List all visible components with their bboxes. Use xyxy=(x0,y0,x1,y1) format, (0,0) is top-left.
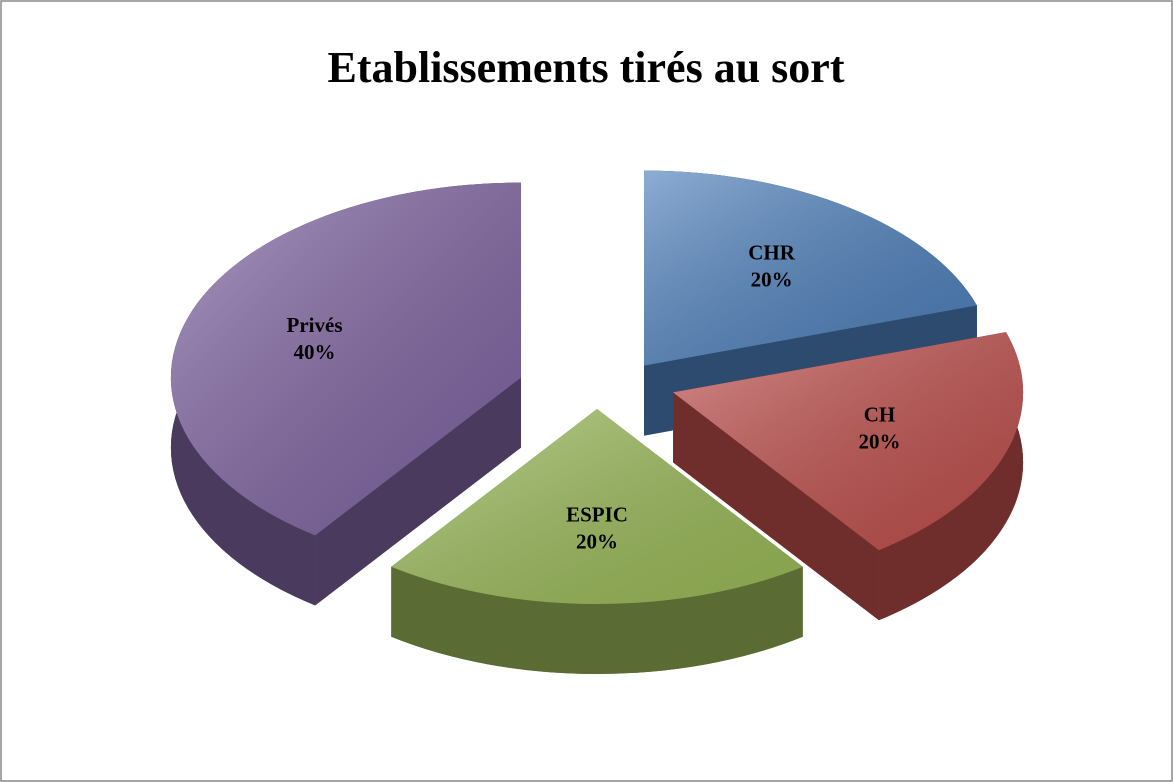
slice-side-shade xyxy=(878,332,1024,621)
slice xyxy=(673,332,1024,621)
data-label-category: ESPIC xyxy=(566,503,628,527)
data-label-value: 20% xyxy=(858,430,900,454)
slice-side-shade xyxy=(673,392,879,621)
slice-side xyxy=(673,392,879,621)
slice xyxy=(170,182,521,606)
data-label-value: 20% xyxy=(576,530,618,554)
data-label-category: CH xyxy=(864,403,896,427)
slice-side xyxy=(391,566,803,674)
data-label-value: 20% xyxy=(751,268,793,292)
slice-side-shade xyxy=(391,566,803,674)
slice-top-shine xyxy=(644,170,977,366)
data-label-value: 40% xyxy=(294,340,336,364)
slice-side xyxy=(878,332,1024,621)
slice-side xyxy=(315,377,521,606)
slice-top-shine xyxy=(391,409,803,604)
slice-top-shine xyxy=(170,182,521,536)
slice-top-shine xyxy=(673,332,1024,551)
data-label-category: CHR xyxy=(748,241,796,265)
data-label-category: Privés xyxy=(287,313,343,337)
chart-title: Etablissements tirés au sort xyxy=(328,43,845,92)
slice xyxy=(391,409,803,674)
slice-side-shade xyxy=(315,377,521,606)
